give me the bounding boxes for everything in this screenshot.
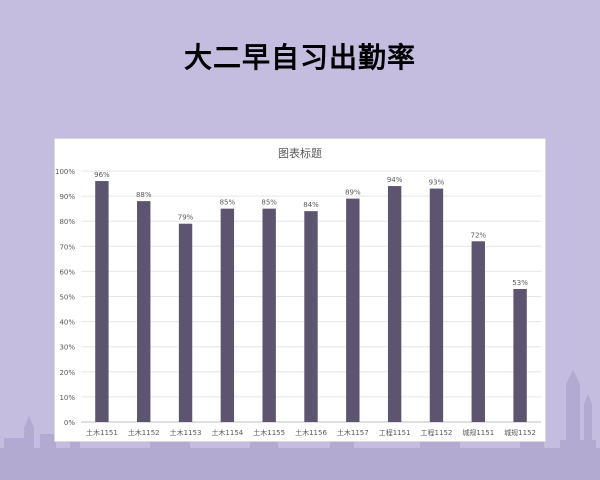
slide-title: 大二早自习出勤率 [183,41,416,74]
x-tick-label: 土木1155 [253,428,285,437]
data-label: 85% [261,199,277,207]
x-tick-label: 土木1154 [211,428,243,437]
x-tick-label: 土木1156 [295,428,327,437]
y-tick-label: 20% [59,369,75,377]
y-tick-label: 30% [59,344,75,352]
y-tick-label: 60% [59,268,75,276]
data-label: 93% [429,179,445,187]
x-tick-label: 工程1151 [379,428,411,437]
data-label: 53% [512,279,528,287]
y-tick-label: 70% [59,243,75,251]
x-tick-label: 土木1153 [170,428,202,437]
bar [220,208,235,422]
x-tick-label: 土木1157 [337,428,369,437]
bar [178,223,193,422]
data-label: 88% [136,191,152,199]
data-label: 94% [387,176,403,184]
bar [429,188,444,422]
x-tick-label: 城规1152 [504,428,536,437]
data-label: 96% [94,171,110,179]
data-label: 84% [303,201,319,209]
bar [137,201,151,422]
y-tick-label: 80% [59,218,75,226]
y-tick-label: 100% [55,168,75,176]
y-tick-label: 10% [59,394,75,402]
bar [471,241,485,422]
y-tick-label: 50% [59,294,75,302]
bar [387,186,402,422]
y-tick-label: 0% [64,419,75,427]
x-tick-label: 土木1152 [128,428,160,437]
y-tick-label: 40% [59,319,75,327]
data-label: 89% [345,189,361,197]
bar [95,181,109,422]
x-tick-label: 工程1152 [421,428,453,437]
data-label: 72% [470,231,486,239]
data-label: 85% [220,199,236,207]
x-tick-label: 城规1151 [462,428,494,437]
bar [304,211,318,422]
chart-title: 图表标题 [278,147,322,160]
bar [513,288,527,422]
chart-card: 图表标题 0% 10% 20% 30% 40% 50% 60% 70% 80% 90% 100% 9… [54,138,546,442]
data-label: 79% [178,214,194,222]
x-tick-label: 土木1151 [86,428,118,437]
y-tick-label: 90% [59,193,75,201]
bar-chart: 0% 10% 20% 30% 40% 50% 60% 70% 80% 90% 100% 96% 88%… [55,168,541,437]
bar [346,198,360,422]
bar [262,208,276,422]
